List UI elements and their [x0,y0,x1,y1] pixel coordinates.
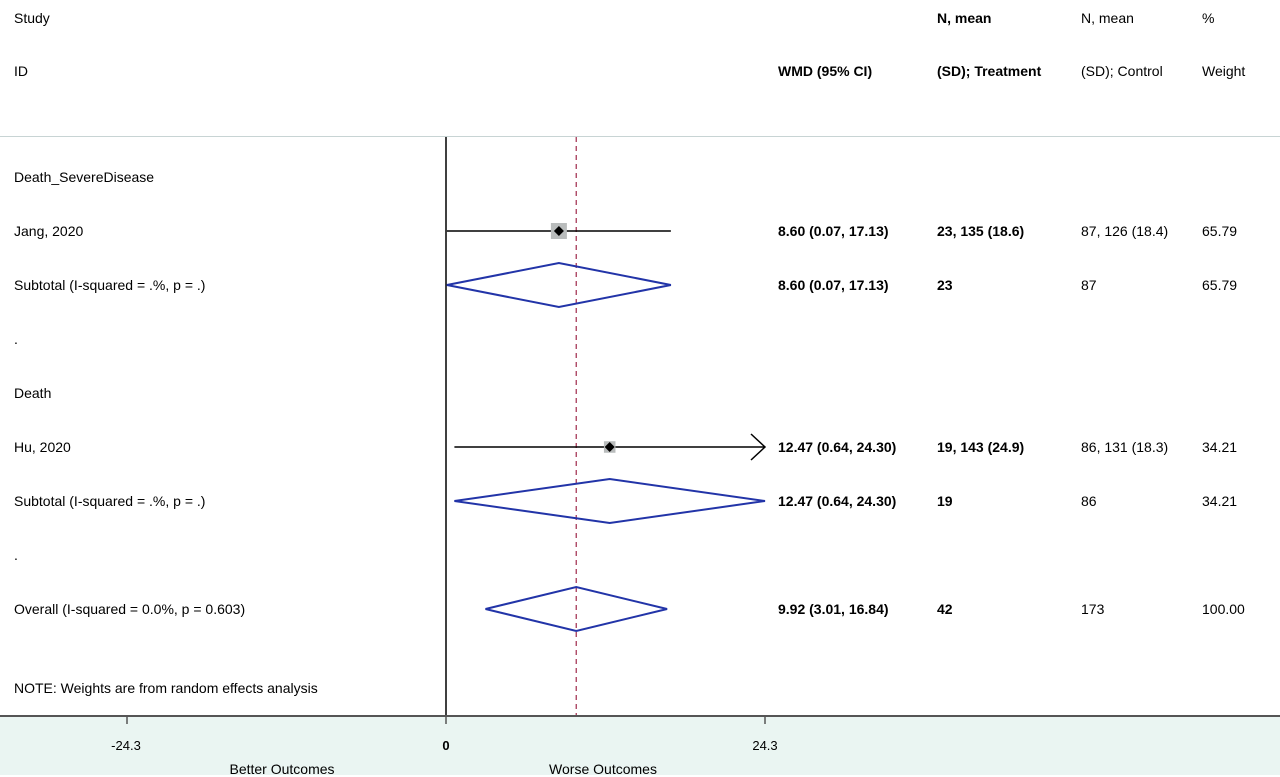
control-jang: 87, 126 (18.4) [1081,223,1169,239]
x-tick-label-pos: 24.3 [752,738,778,753]
row-label-spacer-1: . [14,331,18,347]
row-label-study-hu: Hu, 2020 [14,439,71,455]
x-axis-label-left: Better Outcomes [229,761,335,777]
x-tick-label-zero: 0 [442,738,450,753]
ci-hu: 12.47 (0.64, 24.30) [778,439,897,455]
header-weight-line1: % [1202,10,1215,26]
header-study: Study [14,10,50,26]
row-label-group-death: Death [14,385,52,401]
row-label-subtotal-2: Subtotal (I-squared = .%, p = .) [14,493,206,509]
control-overall: 173 [1081,601,1105,617]
control-subtotal-1: 87 [1081,277,1097,293]
subtotal-diamond-6 [454,477,766,525]
point-estimate-1 [553,226,564,236]
header-control-line1: N, mean [1081,10,1134,26]
subtotal-diamond-2 [446,261,672,309]
row-label-group-severe: Death_SevereDisease [14,169,155,185]
footnote: NOTE: Weights are from random effects an… [14,680,318,696]
header-treatment-line1: N, mean [937,10,992,26]
row-label-subtotal-1: Subtotal (I-squared = .%, p = .) [14,277,206,293]
point-estimate-5 [604,442,615,452]
x-tick-label-neg: -24.3 [111,738,141,753]
treatment-hu: 19, 143 (24.9) [937,439,1025,455]
control-hu: 86, 131 (18.3) [1081,439,1169,455]
header-rule [0,136,1280,137]
control-subtotal-2: 86 [1081,493,1097,509]
weight-jang: 65.79 [1202,223,1238,239]
row-label-spacer-2: . [14,547,18,563]
ci-arrow-5 [750,433,767,461]
ci-subtotal-1: 8.60 (0.07, 17.13) [778,277,889,293]
weight-overall: 100.00 [1202,601,1245,617]
ci-subtotal-2: 12.47 (0.64, 24.30) [778,493,897,509]
weight-hu: 34.21 [1202,439,1238,455]
header-effect: WMD (95% CI) [778,63,873,79]
weight-subtotal-2: 34.21 [1202,493,1238,509]
header-weight-line2: Weight [1202,63,1246,79]
treatment-subtotal-2: 19 [937,493,953,509]
header-control-line2: (SD); Control [1081,63,1163,79]
header-treatment-line2: (SD); Treatment [937,63,1042,79]
axis-band [0,716,1280,775]
row-label-overall: Overall (I-squared = 0.0%, p = 0.603) [14,601,246,617]
ci-overall: 9.92 (3.01, 16.84) [778,601,889,617]
weight-subtotal-1: 65.79 [1202,277,1238,293]
ci-jang: 8.60 (0.07, 17.13) [778,223,889,239]
treatment-overall: 42 [937,601,953,617]
row-label-study-jang: Jang, 2020 [14,223,84,239]
overall-diamond [485,585,668,633]
treatment-subtotal-1: 23 [937,277,953,293]
header-id: ID [14,63,28,79]
header-band [0,0,1280,137]
x-axis-label-right: Worse Outcomes [549,761,657,777]
treatment-jang: 23, 135 (18.6) [937,223,1025,239]
